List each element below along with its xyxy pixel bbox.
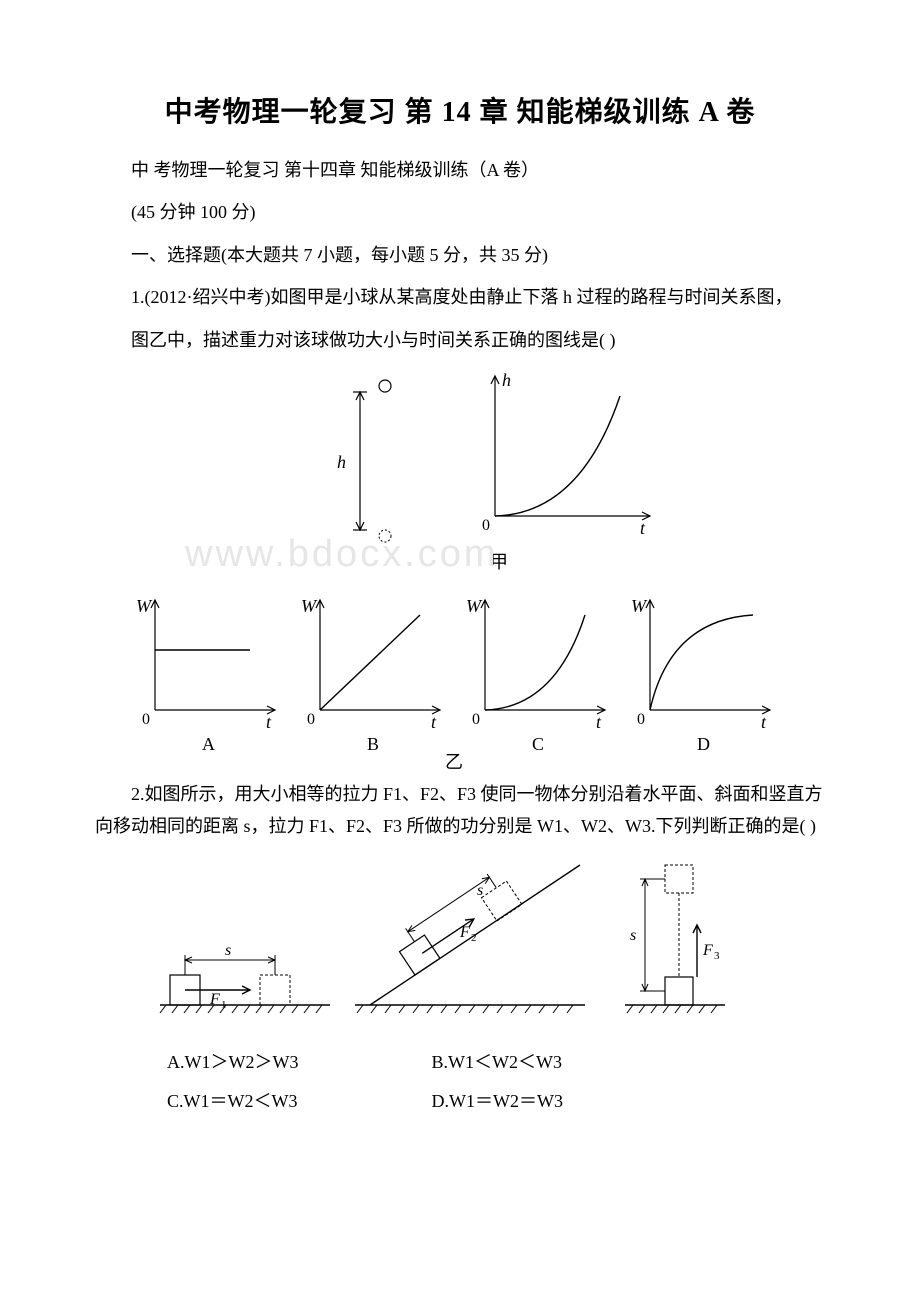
q1-text-1: 1.(2012·绍兴中考)如图甲是小球从某高度处由静止下落 h 过程的路程与时间… bbox=[95, 281, 825, 313]
q2-opt-d: D.W1＝W2＝W3 bbox=[396, 1082, 656, 1122]
q2-opt-c: C.W1＝W2＜W3 bbox=[131, 1082, 391, 1122]
figure-jia: h h t 0 甲 www.bdocx.com bbox=[95, 368, 825, 578]
svg-text:A: A bbox=[202, 734, 215, 754]
svg-text:h: h bbox=[337, 452, 346, 472]
svg-text:0: 0 bbox=[482, 517, 490, 534]
figure-yi: W t 0 A W t 0 B bbox=[95, 590, 825, 770]
svg-text:t: t bbox=[596, 712, 602, 732]
svg-text:D: D bbox=[697, 734, 710, 754]
q2-opt-a: A.W1＞W2＞W3 bbox=[131, 1043, 391, 1083]
svg-text:乙: 乙 bbox=[445, 752, 463, 770]
svg-text:t: t bbox=[431, 712, 437, 732]
svg-text:C: C bbox=[532, 734, 544, 754]
svg-text:s: s bbox=[630, 927, 636, 944]
svg-text:1: 1 bbox=[221, 999, 227, 1011]
svg-text:0: 0 bbox=[307, 711, 315, 728]
svg-text:W: W bbox=[136, 596, 153, 616]
svg-text:0: 0 bbox=[142, 711, 150, 728]
q2-opt-b: B.W1＜W2＜W3 bbox=[396, 1043, 656, 1083]
svg-text:3: 3 bbox=[714, 950, 720, 962]
svg-text:h: h bbox=[502, 370, 511, 390]
svg-text:0: 0 bbox=[637, 711, 645, 728]
svg-text:s: s bbox=[225, 942, 231, 959]
svg-text:B: B bbox=[367, 734, 379, 754]
q2-text: 2.如图所示，用大小相等的拉力 F1、F2、F3 使同一物体分别沿着水平面、斜面… bbox=[95, 778, 825, 843]
page-title: 中考物理一轮复习 第 14 章 知能梯级训练 A 卷 bbox=[95, 90, 825, 130]
svg-text:W: W bbox=[301, 596, 318, 616]
q1-text-2: 图乙中，描述重力对该球做功大小与时间关系正确的图线是( ) bbox=[95, 324, 825, 356]
svg-text:甲: 甲 bbox=[490, 552, 508, 572]
q2-options: A.W1＞W2＞W3 B.W1＜W2＜W3 bbox=[95, 1043, 825, 1083]
svg-text:t: t bbox=[640, 518, 646, 538]
q2-options-2: C.W1＝W2＜W3 D.W1＝W2＝W3 bbox=[95, 1082, 825, 1122]
svg-text:W: W bbox=[631, 596, 648, 616]
svg-text:t: t bbox=[266, 712, 272, 732]
section-header: 一、选择题(本大题共 7 小题，每小题 5 分，共 35 分) bbox=[95, 239, 825, 271]
svg-text:s: s bbox=[477, 882, 483, 899]
svg-text:W: W bbox=[466, 596, 483, 616]
svg-text:F: F bbox=[702, 942, 713, 959]
timing-line: (45 分钟 100 分) bbox=[95, 196, 825, 228]
svg-text:0: 0 bbox=[472, 711, 480, 728]
subtitle: 中 考物理一轮复习 第十四章 知能梯级训练（A 卷） bbox=[95, 154, 825, 186]
svg-text:F: F bbox=[209, 991, 220, 1008]
svg-text:2: 2 bbox=[471, 932, 477, 944]
svg-text:t: t bbox=[761, 712, 767, 732]
figure-q2: F 1 s bbox=[95, 855, 825, 1035]
svg-text:F: F bbox=[459, 924, 470, 941]
